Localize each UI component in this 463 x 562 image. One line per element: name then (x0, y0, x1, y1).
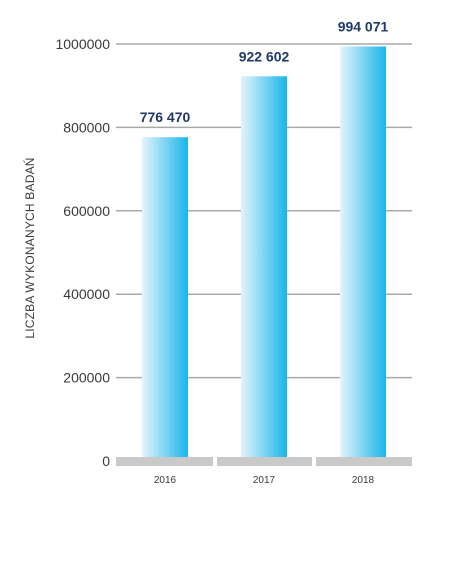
x-axis-baseline (116, 457, 412, 466)
data-label-2018: 994 071 (338, 18, 389, 34)
x-axis-categories: 2016 2017 2018 (154, 475, 375, 486)
baseline-segment (116, 457, 213, 466)
baseline-segment (217, 457, 312, 466)
bar-2016 (142, 137, 188, 461)
y-tick-label: 1000000 (55, 36, 110, 52)
data-labels: 776 470 922 602 994 071 (140, 18, 389, 125)
bars (142, 46, 386, 462)
y-axis-label: LICZBA WYKONANYCH BADAŃ (22, 157, 37, 338)
y-tick-label: 400000 (63, 286, 110, 302)
bar-2018 (340, 46, 386, 462)
data-label-2017: 922 602 (239, 48, 290, 64)
x-tick-label-2016: 2016 (154, 475, 177, 486)
y-tick-label: 0 (102, 453, 110, 469)
baseline-segment (316, 457, 412, 466)
y-tick-label: 800000 (63, 119, 110, 135)
x-tick-label-2018: 2018 (352, 475, 375, 486)
y-axis-ticks: 0 200000 400000 600000 800000 1000000 (55, 36, 110, 469)
data-label-2016: 776 470 (140, 109, 191, 125)
y-tick-label: 600000 (63, 203, 110, 219)
bar-2017 (241, 76, 287, 461)
y-tick-label: 200000 (63, 370, 110, 386)
x-tick-label-2017: 2017 (253, 475, 276, 486)
